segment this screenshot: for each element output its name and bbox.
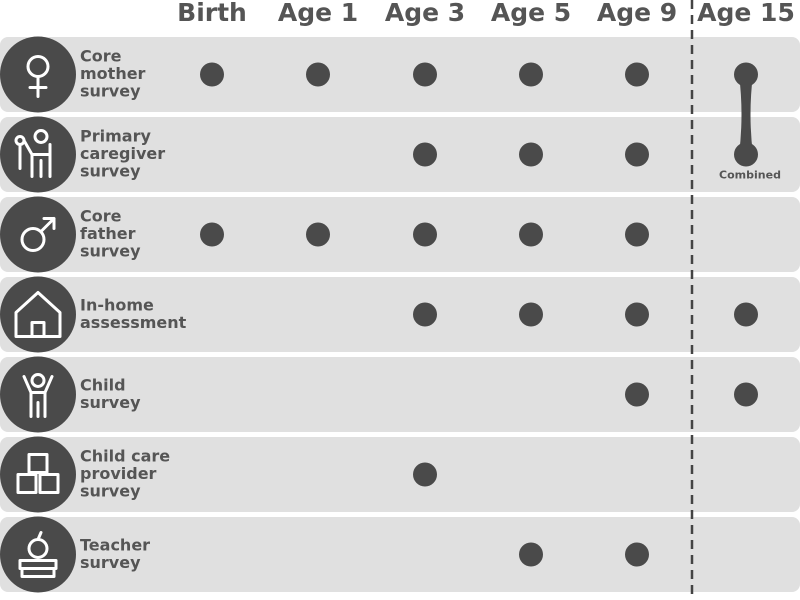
row-label: Teacher — [80, 535, 150, 554]
survey-dot — [519, 142, 543, 167]
survey-dot — [413, 462, 437, 487]
row-band — [0, 357, 800, 432]
survey-dot — [625, 542, 649, 567]
row-label: Primary — [80, 127, 151, 146]
survey-dot — [519, 542, 543, 567]
row-label: caregiver — [80, 144, 165, 163]
row-icon-bg — [0, 196, 76, 273]
row-label: Core — [80, 207, 122, 226]
row-icon-bg — [0, 516, 76, 593]
row-band — [0, 197, 800, 272]
row-band — [0, 37, 800, 112]
row-icon-bg — [0, 276, 76, 353]
row-band — [0, 277, 800, 352]
column-header: Age 1 — [278, 0, 358, 27]
row-icon — [26, 55, 50, 98]
row-icon — [14, 291, 62, 338]
row-icon — [22, 373, 54, 418]
row-label: Core — [80, 47, 122, 66]
row-label: mother — [80, 64, 146, 83]
row-band — [0, 117, 800, 192]
row-icon-bg — [0, 356, 76, 433]
row-icon — [20, 217, 56, 252]
survey-dot — [734, 62, 758, 87]
row-label: survey — [80, 162, 141, 181]
survey-dot — [200, 62, 224, 87]
combined-label: Combined — [719, 169, 781, 182]
survey-dot — [519, 222, 543, 247]
survey-dot — [519, 302, 543, 327]
survey-dot — [625, 62, 649, 87]
survey-dot — [413, 62, 437, 87]
row-icon — [18, 531, 58, 578]
survey-dot — [519, 62, 543, 87]
survey-dot — [625, 142, 649, 167]
survey-dot — [306, 62, 330, 87]
column-header: Age 3 — [385, 0, 465, 27]
column-header: Birth — [177, 0, 247, 27]
row-label: father — [80, 224, 136, 243]
row-icon — [16, 453, 60, 494]
row-label: assessment — [80, 313, 187, 332]
survey-dot — [734, 142, 758, 167]
row-icon — [14, 129, 52, 178]
survey-dot — [413, 302, 437, 327]
row-icon-bg — [0, 436, 76, 513]
row-label: survey — [80, 242, 141, 261]
survey-dot — [734, 382, 758, 407]
combined-connector — [739, 74, 753, 155]
survey-dot — [413, 142, 437, 167]
survey-dot — [734, 302, 758, 327]
column-header: Age 9 — [597, 0, 677, 27]
survey-dot — [306, 222, 330, 247]
row-label: survey — [80, 553, 141, 572]
column-header: Age 5 — [491, 0, 571, 27]
row-label: survey — [80, 393, 141, 412]
column-header: Age 15 — [697, 0, 795, 27]
row-label: In-home — [80, 295, 154, 314]
row-label: survey — [80, 482, 141, 501]
row-band — [0, 517, 800, 592]
survey-dot — [625, 222, 649, 247]
row-label: survey — [80, 82, 141, 101]
row-label: provider — [80, 464, 157, 483]
survey-dot — [625, 302, 649, 327]
row-band — [0, 437, 800, 512]
row-label: Child — [80, 375, 126, 394]
survey-dot — [625, 382, 649, 407]
row-icon-bg — [0, 36, 76, 113]
survey-dot — [200, 222, 224, 247]
survey-dot — [413, 222, 437, 247]
row-label: Child care — [80, 447, 170, 466]
